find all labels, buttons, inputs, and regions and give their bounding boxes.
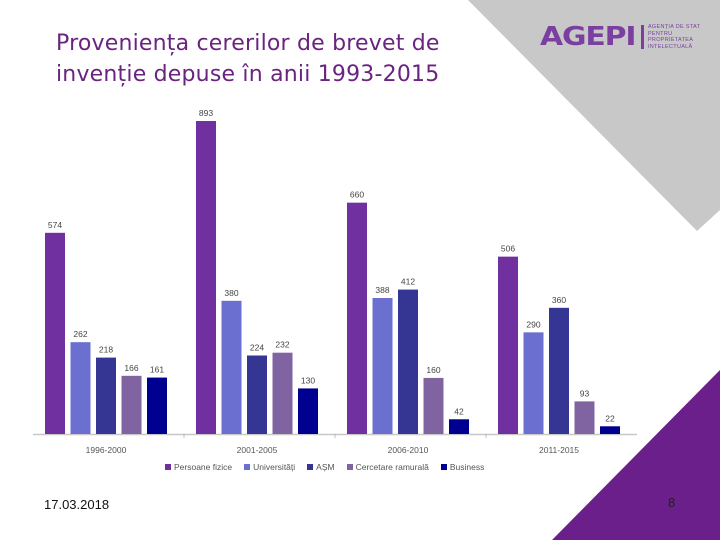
slide-date: 17.03.2018 xyxy=(44,497,110,512)
logo-mark: AGEPI xyxy=(540,22,637,52)
bar-universit-i-2006-2010 xyxy=(372,298,393,434)
legend-swatch xyxy=(307,464,314,470)
bar-a-m-2006-2010 xyxy=(398,289,418,434)
data-label: 161 xyxy=(150,365,164,375)
bar-universit-i-1996-2000 xyxy=(70,342,91,434)
bar-universit-i-2011-2015 xyxy=(523,332,544,434)
x-tick-label: 2006-2010 xyxy=(388,445,429,455)
bar-a-m-1996-2000 xyxy=(96,357,116,434)
data-label: 22 xyxy=(605,413,615,423)
bar-business-2011-2015 xyxy=(600,426,620,434)
bar-cercetare-ramural--2001-2005 xyxy=(272,352,293,434)
legend-item: Business xyxy=(440,462,485,472)
data-label: 388 xyxy=(375,285,389,295)
bar-a-m-2001-2005 xyxy=(247,355,267,434)
legend-swatch xyxy=(244,464,251,470)
data-label: 160 xyxy=(426,365,440,375)
data-label: 130 xyxy=(301,375,315,385)
legend-label: Cercetare ramurală xyxy=(355,462,429,472)
logo-text-line: AGENȚIA DE STAT xyxy=(647,24,701,30)
bar-business-2001-2005 xyxy=(298,388,318,434)
data-label: 166 xyxy=(124,363,138,373)
data-label: 218 xyxy=(99,345,113,355)
data-label: 360 xyxy=(552,295,566,305)
legend-swatch xyxy=(165,464,171,470)
logo-text-line: INTELECTUALĂ xyxy=(647,43,693,50)
data-label: 93 xyxy=(580,388,590,398)
bar-persoane-fizice-1996-2000 xyxy=(45,232,65,434)
legend-item: Universități xyxy=(244,462,295,472)
bar-a-m-2011-2015 xyxy=(549,307,569,434)
bar-universit-i-2001-2005 xyxy=(221,300,242,434)
data-label: 893 xyxy=(199,108,213,118)
page-number: 8 xyxy=(668,495,676,510)
title-line-2: invenție depuse în anii 1993-2015 xyxy=(56,62,440,87)
logo-divider xyxy=(640,25,644,49)
bar-cercetare-ramural--2011-2015 xyxy=(574,401,595,434)
legend-label: Persoane fizice xyxy=(174,462,233,472)
data-label: 232 xyxy=(275,340,289,350)
legend-item: AȘM xyxy=(307,462,335,472)
legend-swatch xyxy=(346,464,353,470)
legend-swatch xyxy=(440,464,447,470)
legend-item: Persoane fizice xyxy=(165,462,232,472)
data-label: 574 xyxy=(48,220,62,230)
logo-text: AGENȚIA DE STAT PENTRU PROPRIETATEA INTE… xyxy=(648,24,708,50)
bar-cercetare-ramural--2006-2010 xyxy=(423,377,444,434)
purple-corner-shape xyxy=(552,370,720,540)
bar-cercetare-ramural--1996-2000 xyxy=(121,375,142,434)
legend-label: Business xyxy=(449,462,485,472)
legend-label: Universități xyxy=(253,462,296,472)
bar-business-1996-2000 xyxy=(147,377,167,434)
x-tick-label: 1996-2000 xyxy=(86,445,127,455)
x-tick-label: 2001-2005 xyxy=(237,445,278,455)
title-line-1: Proveniența cererilor de brevet de xyxy=(56,31,440,56)
bar-persoane-fizice-2011-2015 xyxy=(498,256,518,434)
bar-persoane-fizice-2001-2005 xyxy=(196,121,216,434)
slide-title: Proveniența cererilor de brevet de inven… xyxy=(56,28,476,90)
data-label: 380 xyxy=(224,288,238,298)
x-tick-label: 2011-2015 xyxy=(539,445,579,455)
legend-label: AȘM xyxy=(316,462,335,472)
bar-persoane-fizice-2006-2010 xyxy=(347,202,367,434)
data-label: 412 xyxy=(401,277,415,287)
chart-legend: Persoane fizice Universități AȘM Cercetare … xyxy=(165,462,484,472)
data-label: 660 xyxy=(350,190,364,200)
logo-text-line: PROPRIETATEA xyxy=(647,37,694,43)
data-label: 224 xyxy=(250,342,264,352)
data-label: 42 xyxy=(454,406,464,416)
data-label: 290 xyxy=(526,319,540,329)
data-label: 506 xyxy=(501,244,515,254)
data-label: 262 xyxy=(73,329,87,339)
legend-item: Cercetare ramurală xyxy=(346,462,429,472)
logo-text-line: PENTRU xyxy=(647,30,673,37)
gray-corner-shape xyxy=(468,0,720,231)
bar-business-2006-2010 xyxy=(449,419,469,434)
agepi-logo: AGEPI AGENȚIA DE STAT PENTRU PROPRIETATE… xyxy=(540,22,708,52)
